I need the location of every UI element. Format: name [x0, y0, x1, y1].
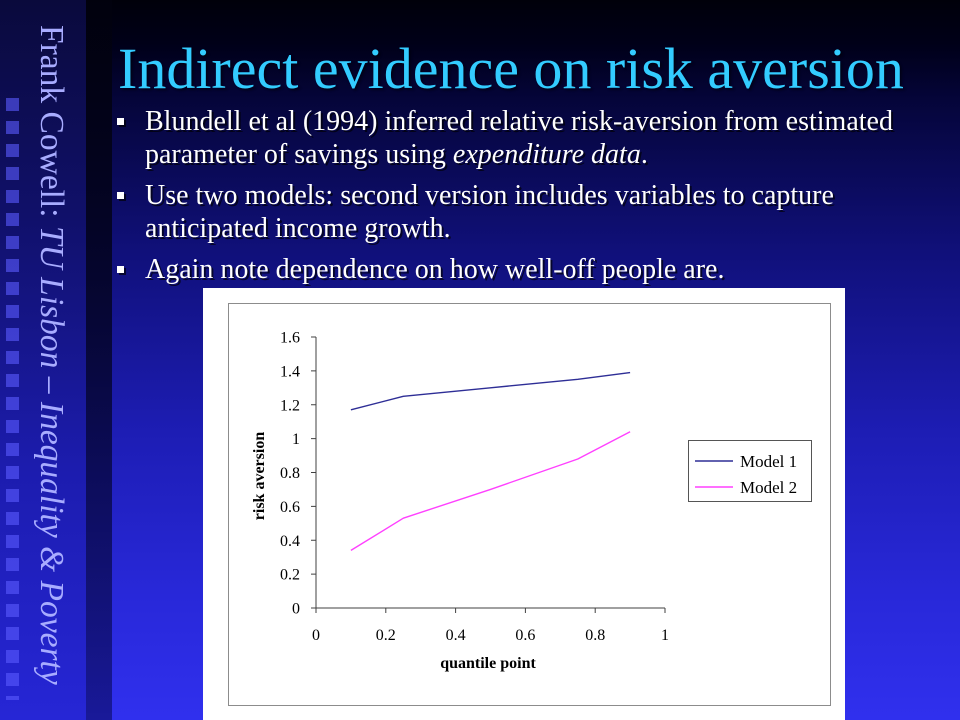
- bullet-item: Use two models: second version includes …: [117, 179, 925, 245]
- decorative-squares-column: [6, 98, 19, 700]
- y-tick-label: 1.6: [280, 330, 300, 347]
- x-tick-label: 0: [312, 627, 320, 644]
- bullet-item: Again note dependence on how well-off pe…: [117, 253, 925, 286]
- bullet-square-icon: [117, 192, 124, 199]
- bullet-list: Blundell et al (1994) inferred relative …: [117, 105, 925, 294]
- side-text-author: Frank Cowell:: [33, 25, 70, 226]
- side-text-course: TU Lisbon – Inequality & Poverty: [33, 225, 70, 685]
- bullet-text: Blundell et al (1994) inferred relative …: [145, 106, 893, 170]
- x-axis-title: quantile point: [440, 655, 536, 672]
- y-tick-label: 0.8: [280, 465, 300, 482]
- chart-background: [203, 288, 845, 720]
- x-tick-label: 1: [661, 627, 669, 644]
- y-tick-label: 1: [292, 431, 300, 448]
- axes: 0 0.2 0.4 0.6 0.8 1 1.2 1.4 1.6 0 0.2 0.4 0.6 0.8 1: [280, 330, 669, 645]
- y-tick-label: 1.4: [280, 363, 300, 380]
- plot-area: [350, 371, 631, 551]
- y-tick-label: 0: [292, 601, 300, 618]
- y-tick-label: 0.2: [280, 567, 300, 584]
- legend: Model 1 Model 2: [688, 440, 812, 502]
- bullet-text: Again note dependence on how well-off pe…: [145, 254, 725, 285]
- y-tick-label: 0.4: [280, 533, 300, 550]
- legend-box: [688, 440, 812, 502]
- series-line-model-2: [350, 431, 631, 551]
- bullet-text-end: .: [640, 139, 648, 170]
- chart-area-border: [228, 303, 831, 706]
- bullet-item: Blundell et al (1994) inferred relative …: [117, 105, 925, 171]
- x-tick-label: 0.4: [446, 627, 466, 644]
- side-footer-text: Frank Cowell: TU Lisbon – Inequality & P…: [30, 25, 72, 705]
- x-tick-label: 0.8: [585, 627, 605, 644]
- bullet-square-icon: [117, 266, 124, 273]
- y-tick-label: 1.2: [280, 397, 300, 414]
- left-dark-band: [86, 0, 112, 720]
- risk-aversion-chart: 0 0.2 0.4 0.6 0.8 1 1.2 1.4 1.6 0 0.2 0.4 0.6 0.8 1 ri…: [203, 288, 845, 720]
- bullet-italic-text: expenditure data: [452, 139, 641, 170]
- y-axis-title: risk aversion: [251, 432, 268, 521]
- bullet-square-icon: [117, 118, 124, 125]
- legend-label-model-2: Model 2: [740, 478, 797, 497]
- series-line-model-1: [350, 371, 631, 411]
- x-tick-label: 0.2: [376, 627, 396, 644]
- legend-label-model-1: Model 1: [740, 452, 797, 471]
- x-tick-label: 0.6: [515, 627, 535, 644]
- bullet-text: Use two models: second version includes …: [145, 180, 834, 244]
- slide-title: Indirect evidence on risk aversion: [118, 36, 904, 101]
- y-tick-label: 0.6: [280, 499, 300, 516]
